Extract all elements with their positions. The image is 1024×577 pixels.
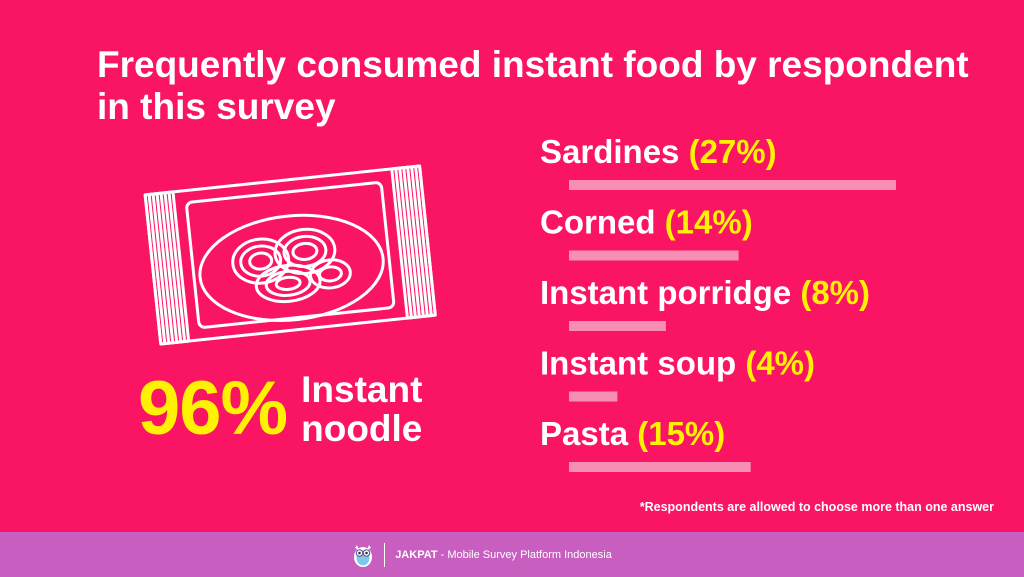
value-label: (4%) (745, 345, 815, 382)
bar-label-instant-porridge: Instant porridge (8%) (540, 274, 870, 311)
footer-text: JAKPAT - Mobile Survey Platform Indonesi… (395, 549, 612, 561)
bar-instant-soup (569, 391, 618, 402)
footer-brand: JAKPAT (395, 548, 438, 561)
value-label: (14%) (665, 204, 753, 241)
owl-mascot-icon (354, 544, 373, 567)
footnote: *Respondents are allowed to choose more … (639, 500, 994, 514)
highlight-stat: 96% Instant noodle (138, 370, 461, 448)
footer-bar: JAKPAT - Mobile Survey Platform Indonesi… (0, 532, 1024, 577)
highlight-value: 96% (138, 366, 288, 451)
value-label: (15%) (637, 415, 725, 452)
category-label: Instant soup (540, 345, 745, 382)
bar-label-corned: Corned (14%) (540, 204, 753, 241)
category-label: Sardines (540, 133, 689, 170)
bar-label-instant-soup: Instant soup (4%) (540, 345, 815, 382)
instant-noodle-pack-icon (143, 164, 437, 346)
category-label: Instant porridge (540, 274, 800, 311)
bar-label-pasta: Pasta (15%) (540, 415, 725, 452)
value-label: (8%) (800, 274, 870, 311)
bar-sardines (569, 180, 896, 190)
category-label: Corned (540, 204, 665, 241)
highlight-label: Instant noodle (301, 369, 423, 449)
page-title: Frequently consumed instant food by resp… (97, 44, 969, 127)
value-label: (27%) (689, 133, 777, 170)
bar-instant-porridge (569, 321, 666, 331)
bar-pasta (569, 462, 751, 472)
bar-corned (569, 250, 739, 261)
footer-tagline: - Mobile Survey Platform Indonesia (437, 548, 612, 561)
footer-divider (384, 542, 386, 567)
bar-label-sardines: Sardines (27%) (540, 133, 777, 170)
category-label: Pasta (540, 415, 637, 452)
